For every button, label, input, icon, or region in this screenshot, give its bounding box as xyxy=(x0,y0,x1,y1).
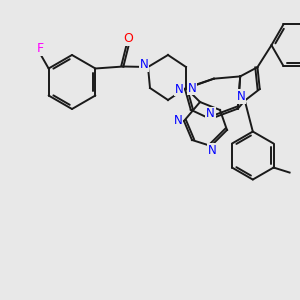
Text: N: N xyxy=(140,58,148,71)
Text: N: N xyxy=(236,90,245,103)
Text: N: N xyxy=(174,115,182,128)
Text: N: N xyxy=(175,82,183,95)
Text: N: N xyxy=(206,107,215,120)
Text: N: N xyxy=(208,143,216,157)
Text: O: O xyxy=(123,32,133,45)
Text: N: N xyxy=(188,82,196,94)
Text: F: F xyxy=(37,42,44,55)
